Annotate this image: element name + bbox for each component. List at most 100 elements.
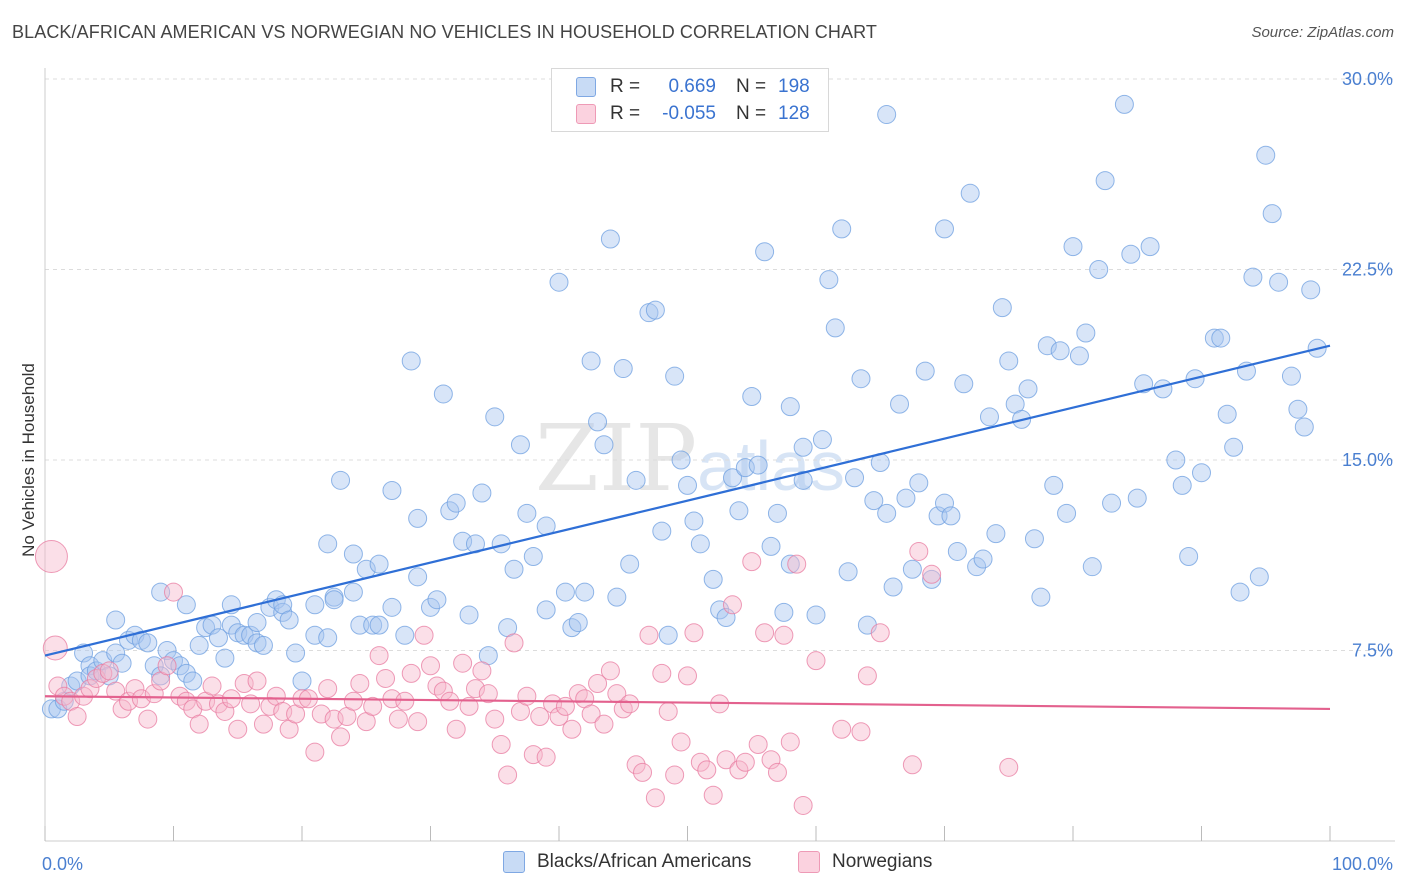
data-point (176, 595, 196, 615)
chart-title: BLACK/AFRICAN AMERICAN VS NORWEGIAN NO V… (12, 22, 877, 42)
data-point (832, 219, 852, 239)
data-point (408, 712, 428, 732)
data-point (1288, 399, 1308, 419)
data-point (935, 219, 954, 239)
data-point (465, 679, 485, 699)
data-point (446, 493, 466, 513)
data-point (504, 559, 524, 579)
data-point (1269, 272, 1289, 292)
data-point (74, 643, 94, 663)
data-point (1114, 94, 1134, 114)
data-point (440, 501, 460, 521)
y-tick-label: 7.5% (1352, 641, 1393, 661)
data-point (1211, 328, 1231, 348)
data-point (376, 668, 396, 688)
data-point (793, 795, 813, 815)
data-point (967, 557, 987, 577)
data-point (678, 475, 697, 495)
data-point (742, 552, 762, 572)
data-point (812, 430, 832, 450)
data-point (202, 676, 222, 696)
data-point (716, 607, 736, 627)
data-point (292, 671, 312, 691)
legend-row-norwegians: R = -0.055 N = 128 (576, 102, 810, 126)
data-point (549, 707, 569, 727)
data-point (825, 318, 845, 338)
data-point (382, 597, 402, 617)
r-label: R = (610, 76, 641, 97)
data-point (530, 707, 550, 727)
data-point (247, 613, 267, 633)
data-point (331, 470, 351, 490)
data-point (485, 407, 505, 427)
data-point (1179, 547, 1199, 567)
data-point (453, 653, 473, 673)
data-point (793, 437, 813, 457)
data-point (947, 541, 967, 561)
data-point (954, 374, 974, 394)
series-blacks-african-americans (41, 94, 1327, 719)
data-point (1089, 260, 1109, 279)
data-point (684, 511, 704, 531)
data-point (1230, 582, 1250, 602)
data-point (665, 765, 685, 785)
data-point (1127, 488, 1147, 508)
data-point (369, 646, 389, 666)
legend-item-blacks: Blacks/African Americans (503, 851, 751, 873)
data-point (1069, 346, 1089, 366)
data-point (909, 541, 929, 561)
data-point (896, 488, 916, 508)
data-point (164, 651, 183, 671)
data-point (735, 752, 755, 772)
data-point (857, 666, 877, 686)
data-point (774, 625, 794, 645)
data-point (973, 549, 993, 569)
data-point (845, 468, 865, 488)
data-point (626, 470, 646, 490)
data-point (215, 648, 235, 668)
data-point (767, 762, 787, 782)
data-point (1192, 463, 1211, 483)
data-point (1224, 437, 1244, 457)
data-point (600, 661, 620, 681)
data-point (388, 709, 408, 729)
data-point (228, 719, 248, 739)
data-point (221, 615, 241, 635)
y-tick-label: 30.0% (1342, 69, 1393, 89)
data-point (684, 623, 704, 643)
data-point (1102, 493, 1122, 513)
data-point (594, 714, 614, 734)
legend-swatch-pink (798, 851, 820, 873)
trend-line-blacks (44, 344, 1331, 657)
data-point (1249, 567, 1269, 587)
n-label: N = (736, 76, 767, 97)
legend-item-norwegians: Norwegians (798, 851, 932, 873)
data-point (1256, 145, 1276, 165)
data-point (131, 689, 151, 709)
data-point (427, 590, 447, 610)
r-value: 0.669 (668, 76, 716, 97)
data-point (703, 569, 723, 589)
r-label: R = (610, 103, 641, 124)
data-point (755, 242, 775, 262)
trend-lines (44, 344, 1331, 711)
x-tick-label: 100.0% (1332, 854, 1393, 874)
data-point (877, 105, 897, 125)
data-point (690, 752, 710, 772)
data-point (491, 734, 511, 754)
data-point (485, 709, 505, 729)
data-point (581, 351, 601, 371)
data-point (350, 674, 370, 694)
y-tick-label: 15.0% (1342, 450, 1393, 470)
data-point (305, 595, 325, 615)
data-point (1140, 237, 1160, 257)
data-point (613, 359, 633, 379)
data-point (331, 727, 351, 747)
legend-swatch-pink (576, 104, 596, 124)
legend-swatch-blue (576, 77, 596, 97)
data-point (941, 506, 961, 526)
data-point (607, 587, 627, 607)
data-point (806, 651, 826, 671)
data-point (780, 397, 800, 417)
data-point (99, 661, 119, 681)
